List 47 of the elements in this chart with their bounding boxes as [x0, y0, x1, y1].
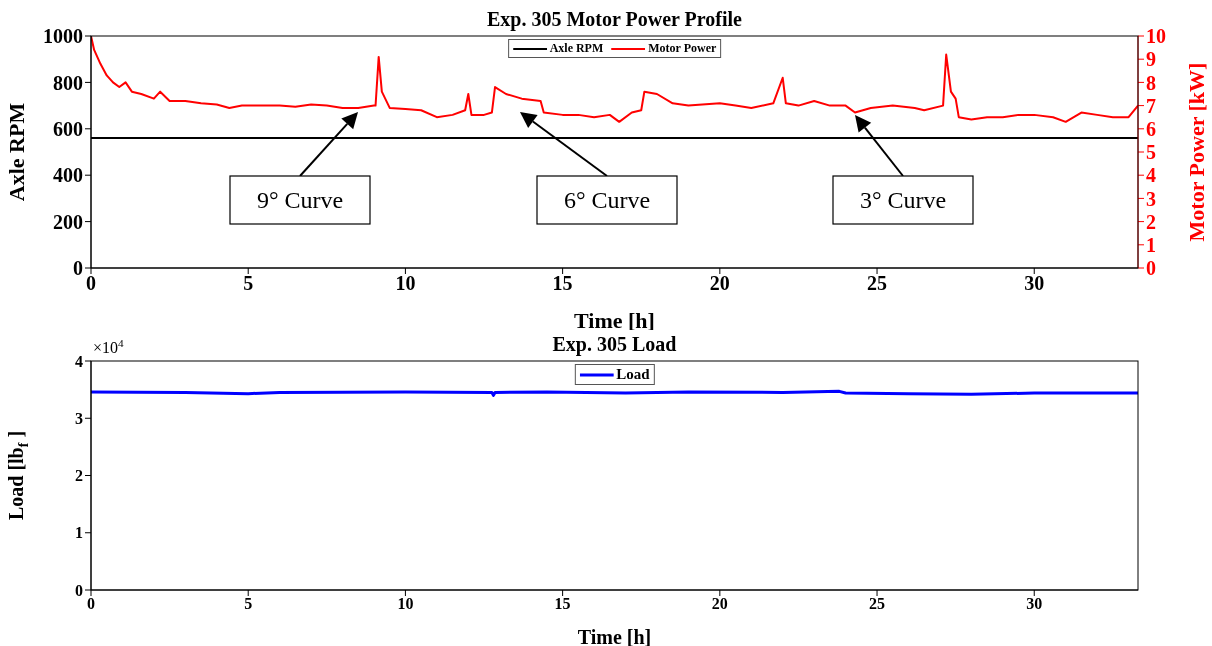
y-axis-title: Axle RPM [3, 102, 29, 202]
y-tick-label: 1 [75, 524, 83, 542]
y2-tick-label: 4 [1146, 164, 1156, 187]
y2-tick-label: 1 [1146, 233, 1156, 256]
y2-tick-label: 0 [1146, 257, 1156, 280]
x-tick-label: 20 [709, 272, 730, 295]
y2-tick-label: 5 [1146, 141, 1156, 164]
text: ×10$^{4}$ [93, 337, 125, 356]
x-tick-label: 20 [711, 595, 728, 613]
x-axis-title: Time [h] [577, 626, 652, 646]
x-tick-label: 25 [867, 272, 888, 295]
y2-tick-label: 2 [1146, 210, 1156, 233]
x-tick-label: 15 [552, 272, 573, 295]
x-tick-label: 10 [397, 595, 414, 613]
y-tick-label: 4 [75, 352, 83, 370]
y-tick-label: 0 [75, 581, 83, 599]
annotation: 9° Curve [256, 187, 344, 213]
x-tick-label: 25 [869, 595, 886, 613]
y2-axis-title: Motor Power [kW] [1183, 62, 1209, 242]
annotation: 3° Curve [859, 187, 947, 213]
y2-tick-label: 7 [1146, 94, 1156, 117]
y-tick-label: 3 [75, 409, 83, 427]
y-tick-label: 800 [53, 71, 83, 94]
y2-tick-label: 3 [1146, 187, 1156, 210]
chart-title: Exp. 305 Load [552, 333, 677, 356]
chart-title: Exp. 305 Motor Power Profile [487, 8, 743, 31]
x-tick-label: 0 [87, 595, 95, 613]
y-tick-label: 600 [53, 117, 83, 140]
x-tick-label: 10 [395, 272, 416, 295]
y2-tick-label: 8 [1146, 71, 1156, 94]
y-tick-label: 2 [75, 467, 83, 485]
y-tick-label: 200 [53, 210, 83, 233]
y-tick-label: 1000 [43, 25, 83, 48]
y2-tick-label: 6 [1146, 117, 1156, 140]
x-tick-label: 15 [554, 595, 571, 613]
x-tick-label: 5 [244, 595, 253, 613]
y2-tick-label: 9 [1146, 48, 1156, 71]
y2-tick-label: 10 [1146, 25, 1166, 48]
x-tick-label: 5 [243, 272, 254, 295]
x-tick-label: 30 [1026, 595, 1043, 613]
y-tick-label: 400 [53, 164, 83, 187]
x-tick-label: 30 [1024, 272, 1045, 295]
annotation: 6° Curve [563, 187, 651, 213]
legend-label: Load [616, 366, 650, 383]
legend-label: Motor Power [648, 41, 717, 56]
y-tick-label: 0 [73, 257, 83, 280]
legend-label: Axle RPM [549, 41, 604, 56]
